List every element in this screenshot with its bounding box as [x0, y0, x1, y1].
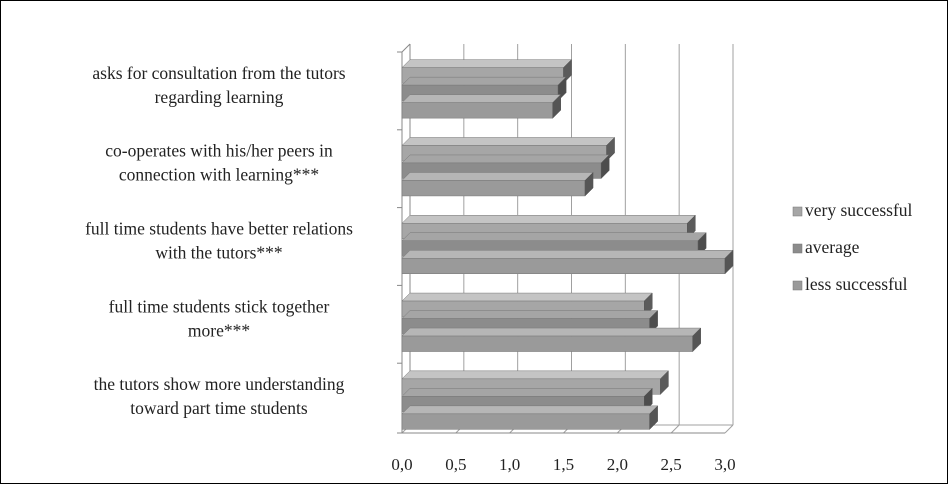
category-label: full time students have better relations [85, 219, 353, 239]
bar-top-face [401, 250, 734, 259]
legend-label: less successful [805, 274, 908, 294]
y-axis-top-edge [401, 43, 411, 53]
bar-top-face [401, 292, 653, 302]
bar-top-face [401, 172, 594, 181]
legend-label: average [805, 237, 860, 257]
bar-top-face [401, 137, 616, 146]
bar [401, 171, 594, 197]
category-label: more*** [188, 320, 250, 340]
legend-swatch [792, 243, 803, 254]
bar-end-face [724, 249, 734, 275]
bar-front-face [401, 258, 726, 274]
category-label: the tutors show more understanding [94, 374, 345, 394]
bar-end-face [552, 94, 561, 119]
bar-top-face [401, 388, 653, 397]
legend-swatch [792, 280, 803, 291]
bar-top-face [401, 310, 659, 319]
bar [401, 249, 734, 275]
bar-top-face [401, 154, 610, 164]
bars [401, 59, 734, 430]
legend-label: very successful [805, 200, 913, 220]
x-tick-label: 0,0 [391, 455, 412, 474]
bar-top-face [401, 215, 696, 224]
bar-front-face [401, 180, 586, 197]
x-tick-label: 1,0 [499, 455, 520, 474]
legend: very successful average less successful [792, 200, 913, 294]
bar-top-face [401, 76, 567, 86]
category-label: full time students stick together [109, 296, 330, 316]
bar-front-face [401, 102, 553, 119]
bar-end-face [600, 154, 610, 180]
bar [401, 405, 659, 430]
x-tick-labels: 0,0 0,5 1,0 1,5 2,0 2,5 3,0 [391, 455, 735, 474]
bar-top-face [401, 59, 573, 68]
legend-swatch [792, 206, 803, 217]
category-label: co-operates with his/her peers in [105, 141, 333, 161]
bar-top-face [401, 94, 562, 103]
floor-gridline [724, 424, 734, 434]
bar-end-face [649, 405, 658, 430]
category-label: with the tutors*** [155, 243, 282, 263]
x-tick-label: 2,0 [607, 455, 628, 474]
floor-gridline [670, 424, 680, 434]
bar-top-face [401, 405, 659, 415]
bar-top-face [401, 370, 670, 380]
bar-end-face [584, 171, 594, 197]
category-labels: asks for consultation from the tutors reg… [85, 63, 353, 418]
bar-end-face [660, 370, 669, 395]
category-label: connection with learning*** [119, 165, 319, 185]
category-label: asks for consultation from the tutors [92, 63, 345, 83]
bar-top-face [401, 232, 707, 241]
bar-top-face [401, 327, 702, 337]
x-tick-label: 3,0 [714, 455, 735, 474]
category-label: regarding learning [155, 87, 284, 107]
x-tick-label: 1,5 [553, 455, 574, 474]
bar-end-face [692, 327, 701, 353]
bar-front-face [401, 335, 693, 352]
bar [401, 327, 702, 353]
x-tick-label: 0,5 [445, 455, 466, 474]
category-label: toward part time students [130, 398, 308, 418]
bar-front-face [401, 413, 650, 430]
bar [401, 94, 562, 119]
x-tick-label: 2,5 [661, 455, 682, 474]
